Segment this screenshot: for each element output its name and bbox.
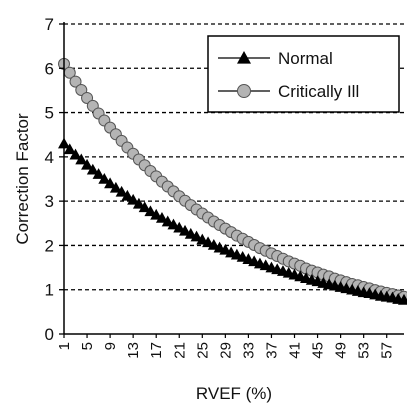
x-tick-label: 53 <box>356 342 373 359</box>
y-tick-label: 4 <box>45 148 54 167</box>
y-tick-label: 6 <box>45 59 54 78</box>
data-point-normal <box>121 189 134 201</box>
x-tick-label: 49 <box>333 342 350 359</box>
legend: Normal Critically Ill <box>207 35 400 113</box>
data-point-normal <box>75 153 88 165</box>
x-axis-label: RVEF (%) <box>196 384 272 403</box>
data-point-normal <box>109 181 122 193</box>
x-tick-label: 37 <box>263 342 280 359</box>
y-tick-label: 5 <box>45 104 54 123</box>
data-point-normal <box>92 168 105 179</box>
x-tick-label: 45 <box>310 342 327 359</box>
y-tick-label: 2 <box>45 236 54 255</box>
x-tick-label: 33 <box>240 342 257 359</box>
data-point-normal <box>63 143 76 155</box>
data-point-normal <box>138 201 151 213</box>
data-point-critically-ill <box>81 91 94 104</box>
x-tick-label: 25 <box>194 342 211 359</box>
x-tick-label: 13 <box>125 342 142 359</box>
y-axis-label: Correction Factor <box>13 113 32 245</box>
x-tick-label: 1 <box>56 342 73 350</box>
data-point-normal <box>127 193 140 205</box>
data-point-normal <box>115 185 128 197</box>
data-point-normal <box>98 173 111 184</box>
data-point-normal <box>144 205 157 217</box>
data-point-normal <box>104 177 117 189</box>
y-tick-label: 7 <box>45 15 54 34</box>
data-point-normal <box>132 197 145 209</box>
series-normal <box>58 137 407 305</box>
circle-marker-icon <box>237 84 251 98</box>
x-tick-label: 17 <box>148 342 165 359</box>
legend-box <box>207 35 400 113</box>
x-tick-label: 41 <box>287 342 304 359</box>
y-tick-label: 3 <box>45 192 54 211</box>
axes <box>59 22 404 338</box>
legend-label: Normal <box>278 49 333 68</box>
x-tick-label: 21 <box>171 342 188 359</box>
data-point-normal <box>81 158 94 170</box>
data-point-normal <box>398 293 407 305</box>
x-tick-label: 5 <box>79 342 96 350</box>
x-tick-label: 29 <box>217 342 234 359</box>
data-point-normal <box>86 163 99 175</box>
y-tick-label: 1 <box>45 281 54 300</box>
data-point-critically-ill <box>69 75 82 88</box>
triangle-marker-icon <box>237 51 251 64</box>
series-layer <box>58 57 407 305</box>
data-point-normal <box>155 211 168 223</box>
x-tick-label: 57 <box>379 342 396 359</box>
y-tick-label: 0 <box>45 325 54 344</box>
data-point-critically-ill <box>75 83 88 96</box>
series-line <box>63 143 405 301</box>
legend-label: Critically Ill <box>278 82 359 101</box>
data-point-normal <box>69 148 82 160</box>
x-tick-label: 9 <box>102 342 119 350</box>
